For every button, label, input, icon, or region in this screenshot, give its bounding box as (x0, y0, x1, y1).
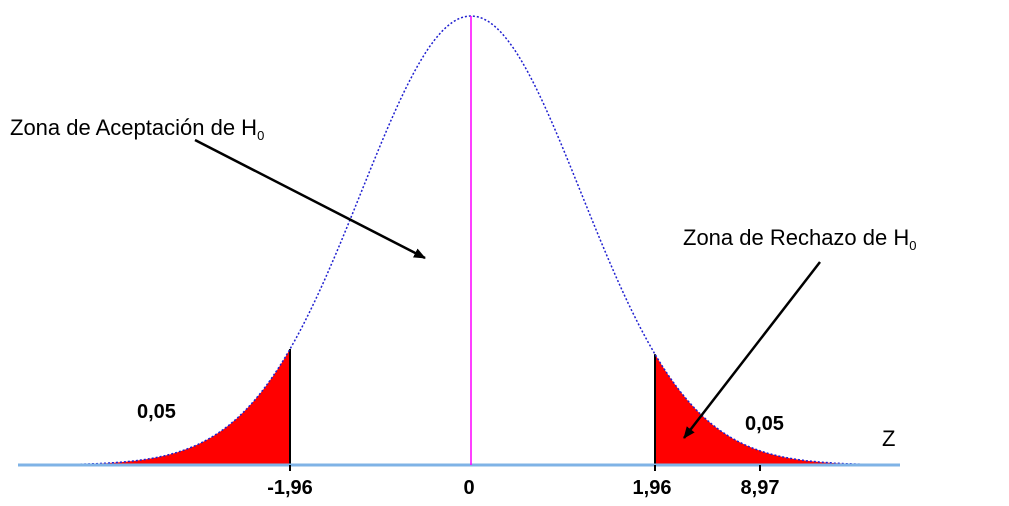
left-area-label: 0,05 (137, 401, 176, 423)
left-rejection-area (40, 349, 290, 465)
acceptance-label: Zona de Aceptación de H0 (10, 115, 264, 143)
x-label: 0 (463, 477, 474, 499)
right-rejection-area (655, 354, 880, 465)
right-area-label: 0,05 (745, 413, 784, 435)
shapes (20, 15, 900, 466)
acceptance-arrow (194, 138, 426, 260)
x-label: 8,97 (741, 477, 780, 499)
x-label: -1,96 (267, 477, 313, 499)
rejection-arrow (683, 261, 821, 439)
normal-curve (20, 15, 900, 466)
rejection-label: Zona de Rechazo de H0 (683, 225, 917, 253)
axis-label: Z (882, 426, 895, 451)
x-label: 1,96 (633, 477, 672, 499)
